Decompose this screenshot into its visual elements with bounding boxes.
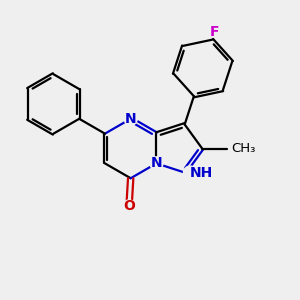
Text: NH: NH — [190, 166, 213, 180]
Text: O: O — [123, 200, 135, 214]
Circle shape — [150, 157, 163, 170]
Circle shape — [184, 166, 196, 179]
Text: CH₃: CH₃ — [231, 142, 255, 155]
Text: N: N — [125, 112, 136, 126]
Text: N: N — [151, 156, 162, 170]
Circle shape — [124, 112, 137, 125]
Text: F: F — [210, 25, 220, 39]
Circle shape — [123, 200, 136, 213]
